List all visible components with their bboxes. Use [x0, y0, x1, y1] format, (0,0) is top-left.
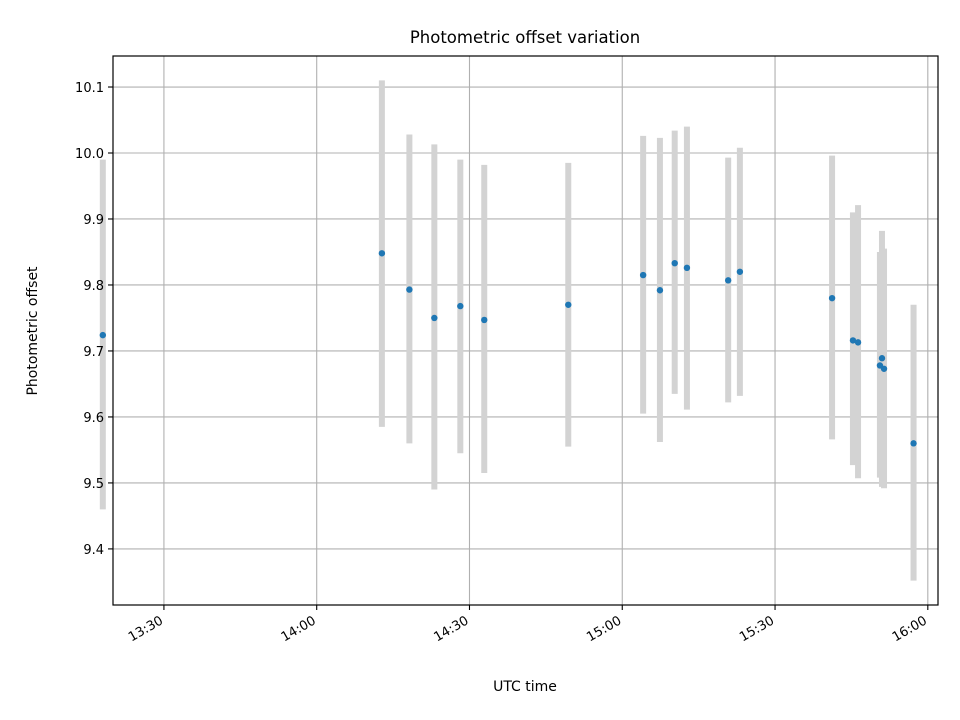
data-point	[481, 316, 488, 324]
data-point	[880, 365, 888, 372]
y-tick-label: 9.4	[83, 543, 104, 558]
data-point	[671, 259, 678, 267]
data-point	[849, 337, 857, 344]
data-point	[406, 286, 413, 293]
data-point	[656, 287, 664, 294]
x-axis-title: UTC time	[493, 679, 557, 695]
data-point	[99, 331, 107, 339]
data-point	[565, 301, 572, 308]
data-point	[828, 294, 836, 302]
plot-frame	[112, 55, 939, 606]
y-tick-label: 9.8	[83, 279, 104, 294]
data-point	[378, 250, 386, 257]
data-point	[878, 355, 886, 362]
data-point	[431, 314, 438, 322]
data-point	[724, 277, 732, 284]
grid-lines	[113, 56, 938, 605]
y-tick-label: 9.7	[83, 345, 104, 360]
y-axis-ticks: 9.4 9.5 9.6 9.7 9.8 9.9 10.0 10.1	[75, 81, 113, 558]
data-points	[99, 250, 917, 447]
y-tick-label: 9.6	[83, 411, 104, 426]
data-point	[854, 339, 862, 346]
y-tick-label: 9.9	[83, 213, 104, 228]
y-tick-label: 9.5	[83, 477, 104, 492]
data-point	[736, 268, 744, 275]
y-tick-label: 10.1	[75, 81, 104, 96]
data-point	[639, 271, 647, 279]
y-tick-label: 10.0	[75, 147, 104, 162]
data-point	[457, 302, 464, 310]
data-point	[683, 264, 691, 272]
chart-title: Photometric offset variation	[410, 28, 640, 47]
data-point	[910, 440, 917, 447]
y-axis-title: Photometric offset	[25, 266, 41, 396]
